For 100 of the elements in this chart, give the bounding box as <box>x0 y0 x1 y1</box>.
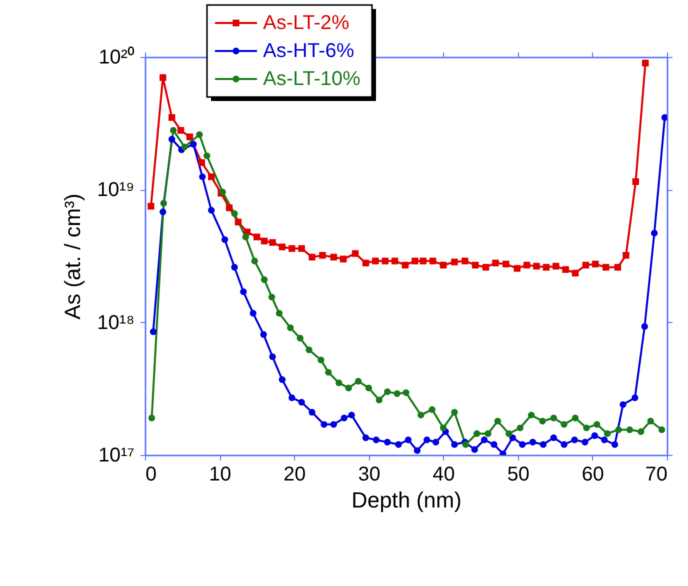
point <box>394 390 400 398</box>
point <box>611 441 618 448</box>
point <box>428 406 436 413</box>
point <box>542 264 550 271</box>
point <box>582 262 590 268</box>
y-tick-label: 10¹⁷ <box>98 444 134 466</box>
point <box>384 438 391 446</box>
point <box>451 258 458 266</box>
point <box>384 388 391 396</box>
x-tick-label: 60 <box>582 464 604 486</box>
point <box>352 250 359 257</box>
point <box>296 334 304 342</box>
point <box>506 430 512 437</box>
point <box>362 434 370 442</box>
point <box>372 436 380 444</box>
point <box>348 412 355 418</box>
point <box>471 446 478 453</box>
point <box>562 266 569 273</box>
point <box>298 398 305 406</box>
point <box>308 254 316 260</box>
point <box>502 260 510 268</box>
point <box>330 254 338 260</box>
y-tick-label: 10¹⁸ <box>97 312 134 334</box>
point <box>204 152 210 160</box>
point <box>615 426 622 434</box>
point <box>288 245 296 252</box>
y-tick-label: 10¹⁹ <box>97 179 134 202</box>
point <box>560 441 568 448</box>
point <box>288 394 296 402</box>
point <box>518 441 526 448</box>
point <box>432 438 440 446</box>
point <box>234 218 242 226</box>
point <box>638 428 644 435</box>
point <box>308 408 316 416</box>
y-axis-title: As (at. / cm³) <box>60 194 86 320</box>
point <box>462 441 470 448</box>
point <box>529 438 536 446</box>
point <box>340 414 348 422</box>
point <box>533 262 540 270</box>
point <box>516 424 524 432</box>
point <box>509 434 516 442</box>
point <box>539 418 546 424</box>
legend-label: As-LT-2% <box>263 12 350 34</box>
point <box>260 331 267 338</box>
point <box>560 421 568 428</box>
point <box>251 258 258 264</box>
point <box>260 238 268 244</box>
point <box>254 234 260 240</box>
point <box>186 134 194 140</box>
point <box>376 396 383 404</box>
point <box>278 376 286 383</box>
point <box>276 310 283 317</box>
point <box>319 252 326 259</box>
point <box>168 114 176 121</box>
point <box>412 258 418 264</box>
point <box>620 401 626 408</box>
point <box>199 173 206 180</box>
point <box>318 356 324 364</box>
point <box>170 126 177 134</box>
point <box>602 264 610 271</box>
point <box>583 424 590 432</box>
point <box>402 389 410 396</box>
point <box>287 324 294 332</box>
point <box>372 258 379 264</box>
point <box>482 264 490 271</box>
point <box>240 288 247 296</box>
point <box>626 426 634 434</box>
point <box>472 262 479 268</box>
point <box>365 384 372 392</box>
point <box>604 430 611 437</box>
point <box>402 262 409 268</box>
point <box>591 432 598 439</box>
point <box>160 208 166 216</box>
point <box>325 368 332 376</box>
point <box>298 245 305 252</box>
point <box>231 264 238 271</box>
x-tick-label: 70 <box>645 464 668 486</box>
point <box>641 323 648 330</box>
point <box>661 114 667 121</box>
point <box>168 136 176 143</box>
point <box>231 210 238 217</box>
point <box>177 126 184 134</box>
point <box>552 262 560 270</box>
point <box>395 441 402 448</box>
point <box>418 412 424 418</box>
point <box>514 265 520 272</box>
point <box>208 173 215 180</box>
point <box>320 421 328 428</box>
x-tick-label: 40 <box>432 464 455 486</box>
point <box>490 441 498 448</box>
point <box>540 441 547 448</box>
point <box>582 438 588 446</box>
point <box>658 426 666 434</box>
point <box>594 421 600 428</box>
point <box>528 412 535 418</box>
legend-label: As-HT-6% <box>263 40 354 62</box>
y-tick-label: 10²⁰ <box>98 46 134 68</box>
point <box>340 256 347 262</box>
point <box>250 310 256 317</box>
point <box>451 408 458 416</box>
